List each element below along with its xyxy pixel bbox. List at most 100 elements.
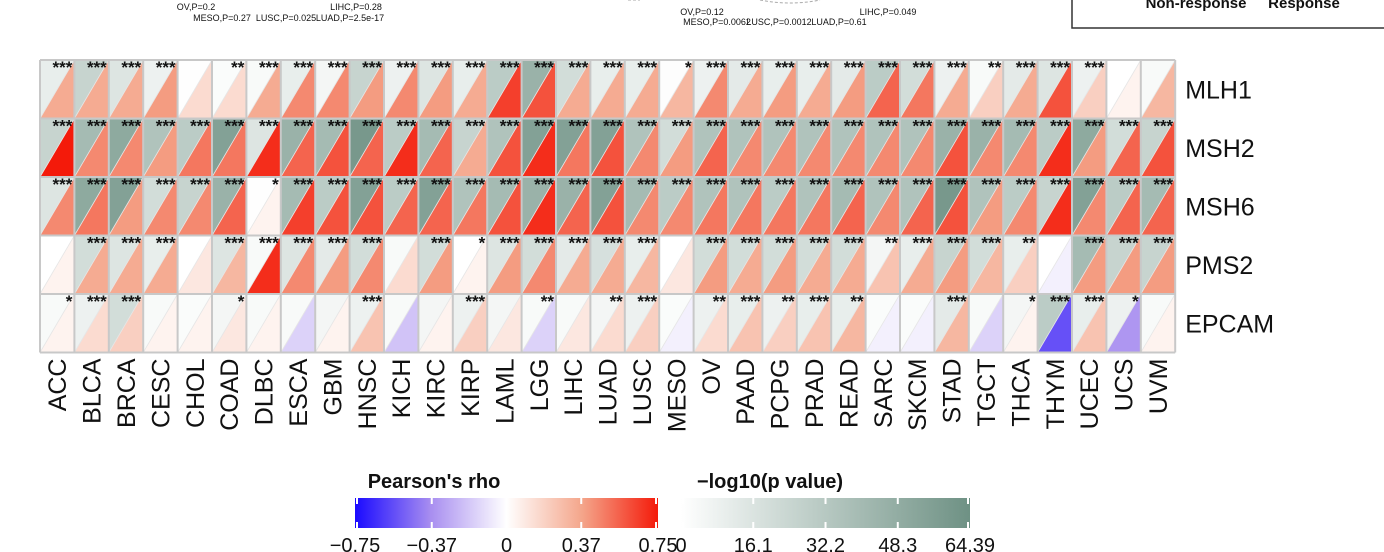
rho-tick-label: 0 [501, 535, 512, 552]
cell-diagonal [830, 235, 866, 295]
cell-diagonal [418, 235, 454, 295]
cell-diagonal [658, 118, 694, 178]
p-tick-label: 16.1 [734, 535, 773, 552]
sig-laml-mlh1: *** [500, 58, 520, 77]
cell-diagonal [934, 176, 970, 236]
cell-diagonal [624, 293, 660, 353]
sig-kirp-mlh1: *** [465, 58, 485, 77]
column-labels: ACC BLCA BRCA CESC CHOL COAD DLBC ESCA GBM HNSC KI… [44, 358, 1173, 432]
cell-diagonal [211, 59, 247, 119]
p-tick-label: 32.2 [806, 535, 845, 552]
sig-thca-pms2: ** [1022, 234, 1036, 253]
cell-diagonal [39, 59, 75, 119]
sig-paad-pms2: *** [741, 234, 761, 253]
sig-skcm-msh2: *** [913, 117, 933, 136]
sig-coad-msh6: *** [225, 175, 245, 194]
cell-diagonal [1002, 235, 1038, 295]
col-label-blca: BLCA [79, 358, 107, 424]
rho-tick-label: 0.37 [562, 535, 601, 552]
cell-diagonal [177, 293, 213, 353]
col-label-kich: KICH [388, 359, 416, 419]
rho-legend: Pearson's rho −0.75 −0.37 0 0.37 0.75 [330, 471, 678, 552]
cell-diagonal [39, 293, 75, 353]
sig-ov-pms2: *** [706, 234, 726, 253]
sig-ucs-msh6: *** [1119, 175, 1139, 194]
cell-diagonal [280, 235, 316, 295]
cell-diagonal [693, 235, 729, 295]
sig-stad-epcam: *** [947, 292, 967, 311]
cell-diagonal [1071, 176, 1107, 236]
row-label-pms2: PMS2 [1185, 252, 1253, 280]
cell-diagonal [246, 176, 282, 236]
top-mid-annot-item: LIHC,P=0.049 [860, 7, 917, 17]
row-label-msh2: MSH2 [1185, 135, 1254, 163]
sig-meso-msh6: *** [672, 175, 692, 194]
cell-diagonal [246, 118, 282, 178]
sig-laml-msh2: *** [500, 117, 520, 136]
cell-diagonal [521, 235, 557, 295]
sig-tgct-msh2: *** [981, 117, 1001, 136]
cell-diagonal [1140, 235, 1176, 295]
top-left-annotations: OV,P=0.2 LIHC,P=0.28 MESO,P=0.27 LUSC,P=0.0… [177, 2, 384, 23]
sig-brca-mlh1: *** [121, 58, 141, 77]
sig-coad-msh2: *** [225, 117, 245, 136]
cell-diagonal [865, 235, 901, 295]
sig-hnsc-mlh1: *** [362, 58, 382, 77]
cell-diagonal [74, 176, 110, 236]
cell-diagonal [452, 59, 488, 119]
sig-gbm-pms2: *** [328, 234, 348, 253]
cell-diagonal [1140, 293, 1176, 353]
sig-cesc-pms2: *** [156, 234, 176, 253]
sig-esca-mlh1: *** [293, 58, 313, 77]
sig-kirc-msh2: *** [431, 117, 451, 136]
sig-cesc-msh2: *** [156, 117, 176, 136]
cell-diagonal [142, 59, 178, 119]
col-label-ucs: UCS [1111, 359, 1139, 412]
col-label-tgct: TGCT [973, 359, 1001, 427]
sig-brca-pms2: *** [121, 234, 141, 253]
sig-luad-pms2: *** [603, 234, 623, 253]
sig-hnsc-msh2: *** [362, 117, 382, 136]
sig-ov-epcam: ** [713, 292, 727, 311]
sig-brca-epcam: *** [121, 292, 141, 311]
sig-paad-epcam: *** [741, 292, 761, 311]
cell-diagonal [1002, 118, 1038, 178]
row-label-epcam: EPCAM [1185, 310, 1274, 338]
sig-lgg-mlh1: *** [534, 58, 554, 77]
sig-ucec-epcam: *** [1085, 292, 1105, 311]
cell-diagonal [521, 59, 557, 119]
sig-pcpg-epcam: ** [782, 292, 796, 311]
cell-diagonal [383, 176, 419, 236]
col-label-ucec: UCEC [1076, 359, 1104, 430]
cell-diagonal [1140, 59, 1176, 119]
cell-diagonal [590, 176, 626, 236]
p-tick-label: 0 [675, 535, 686, 552]
cell-diagonal [521, 293, 557, 353]
cell-diagonal [762, 235, 798, 295]
sig-blca-msh2: *** [87, 117, 107, 136]
col-label-sarc: SARC [870, 359, 898, 428]
sig-ov-mlh1: *** [706, 58, 726, 77]
cell-diagonal [1106, 235, 1142, 295]
cell-diagonal [314, 118, 350, 178]
cell-diagonal [246, 235, 282, 295]
cell-diagonal [1106, 176, 1142, 236]
col-label-read: READ [835, 359, 863, 428]
cell-diagonal [1071, 118, 1107, 178]
col-label-meso: MESO [663, 359, 691, 433]
cell-diagonal [555, 59, 591, 119]
cell-diagonal [899, 176, 935, 236]
cell-diagonal [418, 59, 454, 119]
cell-diagonal [486, 235, 522, 295]
cell-diagonal [521, 118, 557, 178]
sig-tgct-pms2: *** [981, 234, 1001, 253]
top-middle-annotations: OV,P=0.12 LIHC,P=0.049 MESO,P=0.0062LUSC,P… [628, 0, 916, 27]
cell-diagonal [899, 59, 935, 119]
col-label-lihc: LIHC [560, 359, 588, 416]
cell-diagonal [624, 235, 660, 295]
cell-diagonal [418, 176, 454, 236]
sig-chol-msh6: *** [190, 175, 210, 194]
sig-prad-epcam: *** [809, 292, 829, 311]
cell-diagonal [246, 59, 282, 119]
sig-ucec-mlh1: *** [1085, 58, 1105, 77]
